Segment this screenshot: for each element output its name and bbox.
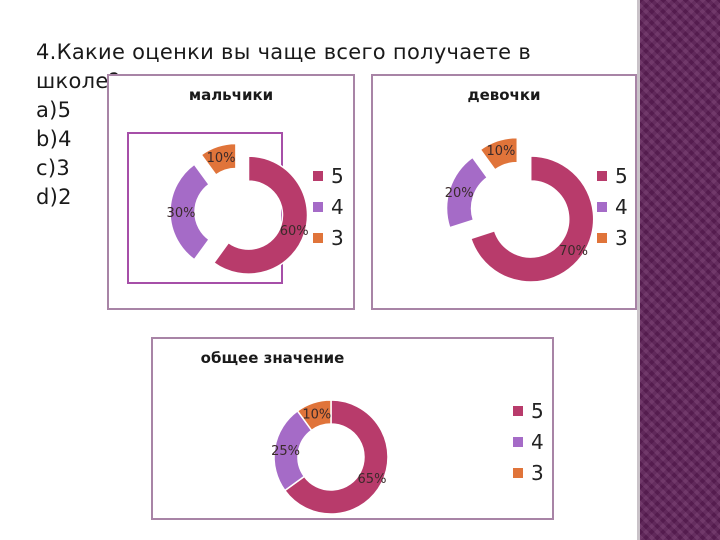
donut-slice-5 xyxy=(212,155,309,275)
data-label-4: 20% xyxy=(445,186,474,201)
chart-girls: девочки 70% 20% 10% 5 4 3 xyxy=(371,74,637,310)
legend-label: 5 xyxy=(615,163,628,188)
legend-swatch xyxy=(313,232,323,243)
side-divider xyxy=(637,0,640,540)
legend-swatch xyxy=(597,201,607,212)
legend-item-3: 3 xyxy=(513,457,544,488)
legend-swatch xyxy=(313,201,323,212)
donut-chart-svg: 60% 30% 10% xyxy=(167,142,309,275)
chart-legend: 5 4 3 xyxy=(313,160,344,253)
donut-slice-4 xyxy=(445,156,489,229)
legend-swatch xyxy=(513,467,523,478)
chart-overall: общее значение 65% 25% 10% 5 4 3 xyxy=(151,337,554,520)
legend-label: 4 xyxy=(531,429,544,454)
chart-title: мальчики xyxy=(188,86,274,104)
answer-option-c: c)3 xyxy=(36,156,70,180)
data-label-3: 10% xyxy=(207,151,236,166)
donut-slice-5 xyxy=(469,155,595,283)
answer-option-a: a)5 xyxy=(36,98,72,122)
question-line: школе? xyxy=(36,69,121,93)
legend-item-3: 3 xyxy=(597,222,628,253)
legend-label: 5 xyxy=(331,163,344,188)
legend-item-5: 5 xyxy=(513,395,544,426)
legend-label: 4 xyxy=(331,194,344,219)
chart-title: общее значение xyxy=(200,349,345,367)
data-label-3: 10% xyxy=(302,407,331,422)
legend-swatch xyxy=(313,170,323,181)
donut-chart-svg: 65% 25% 10% xyxy=(271,399,389,515)
donut-slice-3 xyxy=(296,399,332,432)
legend-label: 3 xyxy=(331,225,344,250)
data-label-4: 30% xyxy=(167,206,196,221)
answer-option-d: d)2 xyxy=(36,185,72,209)
donut-slice-4 xyxy=(169,163,211,261)
data-label-5: 60% xyxy=(280,224,309,239)
data-label-5: 70% xyxy=(559,244,588,259)
donut-slice-3 xyxy=(479,136,519,171)
chart-title: девочки xyxy=(467,86,541,104)
answer-option-b: b)4 xyxy=(36,127,72,151)
chart-legend: 5 4 3 xyxy=(513,395,544,488)
legend-item-5: 5 xyxy=(313,160,344,191)
question-text: 4.Какие оценки вы чаще всего получаете в… xyxy=(36,38,616,212)
decorative-side-bar xyxy=(640,0,720,540)
legend-swatch xyxy=(513,436,523,447)
legend-item-3: 3 xyxy=(313,222,344,253)
legend-label: 4 xyxy=(615,194,628,219)
donut-slice-5 xyxy=(283,399,389,515)
legend-swatch xyxy=(597,170,607,181)
legend-swatch xyxy=(597,232,607,243)
chart-boys: мальчики 60% 30% 10% 5 4 3 xyxy=(107,74,355,310)
data-label-4: 25% xyxy=(271,444,300,459)
donut-slice-3 xyxy=(200,142,237,177)
donut-chart-svg: 70% 20% 10% xyxy=(445,136,595,283)
data-label-3: 10% xyxy=(486,144,515,159)
data-label-5: 65% xyxy=(358,472,387,487)
legend-item-4: 4 xyxy=(313,191,344,222)
legend-item-5: 5 xyxy=(597,160,628,191)
legend-item-4: 4 xyxy=(597,191,628,222)
legend-label: 3 xyxy=(615,225,628,250)
legend-label: 3 xyxy=(531,460,544,485)
chart-legend: 5 4 3 xyxy=(597,160,628,253)
legend-item-4: 4 xyxy=(513,426,544,457)
question-line: 4.Какие оценки вы чаще всего получаете в xyxy=(36,40,532,64)
legend-swatch xyxy=(513,405,523,416)
legend-label: 5 xyxy=(531,398,544,423)
